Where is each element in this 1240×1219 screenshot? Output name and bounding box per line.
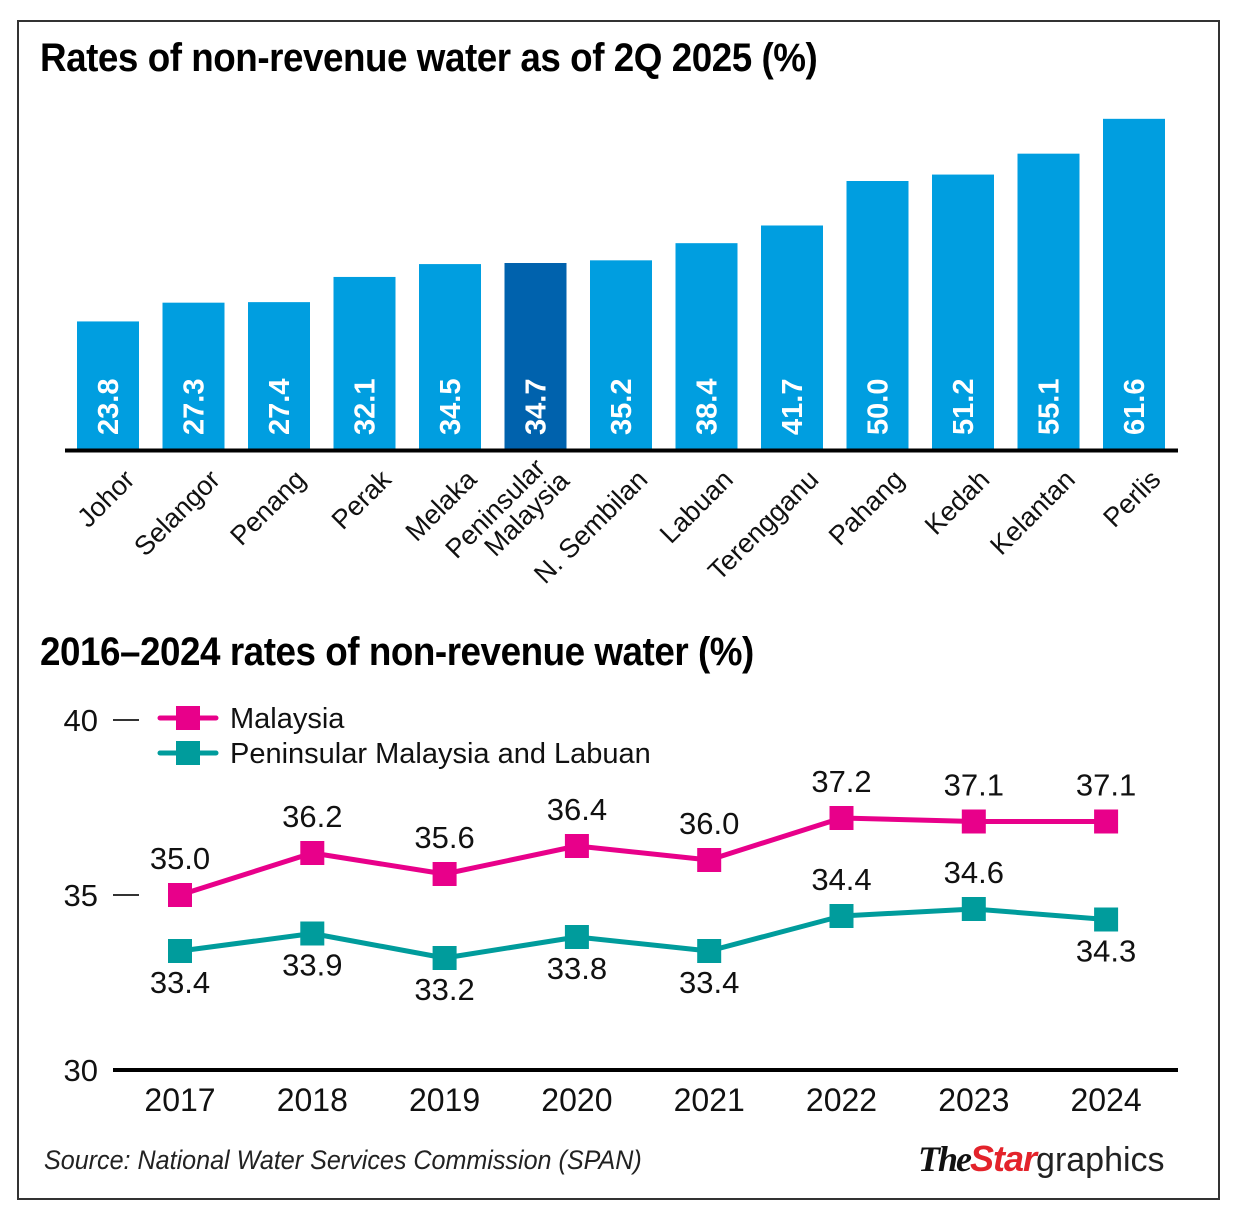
line-chart-title: 2016–2024 rates of non-revenue water (%) [40,630,754,674]
legend-label: Malaysia [230,703,345,735]
data-value-label: 33.8 [547,951,607,986]
data-point-marker [432,862,457,886]
x-tick-label: 2022 [806,1082,877,1118]
bar-labuan [675,243,738,449]
bar-terengganu [761,225,823,449]
bar-value-label: 23.8 [93,379,125,435]
data-point-marker [1094,809,1119,834]
bar-pahang [846,181,909,449]
data-point-marker [829,904,854,928]
bar-value-label: 55.1 [1034,379,1066,435]
data-point-marker [564,925,589,949]
x-tick-label: 2020 [541,1082,612,1118]
bar-value-label: 32.1 [350,379,382,435]
bar-value-label: 61.6 [1119,379,1151,435]
data-value-label: 37.1 [944,768,1004,803]
bar-penang [248,302,310,449]
logo-graphics: graphics [1036,1141,1165,1179]
data-point-marker [564,834,589,858]
data-point-marker [961,809,986,834]
bar-kedah [932,174,994,449]
series-line-malaysia [179,815,1107,898]
data-value-label: 33.4 [679,965,739,1000]
data-value-label: 35.6 [414,820,474,855]
data-point-marker [432,946,457,970]
bar-chart: 23.8Johor27.3Selangor27.4Penang32.1Perak… [65,118,1178,589]
bar-value-label: 34.7 [521,379,553,435]
x-tick-label: 2017 [144,1082,215,1118]
data-value-label: 37.1 [1076,768,1136,803]
bar-kelantan [1017,153,1080,449]
data-value-label: 36.2 [282,799,342,834]
data-point-marker [697,848,722,872]
data-point-marker [300,921,325,946]
series-line-peninsular [179,906,1107,961]
bar-selangor [162,302,225,449]
x-tick-label: 2023 [938,1082,1009,1118]
legend-marker [176,706,200,730]
data-point-marker [961,897,986,921]
x-tick-label: 2018 [277,1082,348,1118]
logo-the: The [918,1139,972,1179]
thestar-graphics-logo: TheStargraphics [918,1138,1165,1180]
legend-marker [176,741,200,765]
data-point-marker [1094,907,1119,932]
bar-johor [77,321,139,449]
logo-star: Star [970,1138,1037,1179]
bar-value-label: 34.5 [435,379,467,435]
y-tick-label: 30 [64,1053,98,1088]
data-value-label: 34.3 [1076,934,1136,969]
data-value-label: 34.4 [811,862,871,897]
data-value-label: 37.2 [811,764,871,799]
legend-label: Peninsular Malaysia and Labuan [230,738,651,770]
bar-perak [333,276,396,449]
data-point-marker [697,939,722,963]
data-value-label: 36.0 [679,806,739,841]
data-value-label: 33.4 [150,965,210,1000]
data-point-marker [168,939,192,963]
data-value-label: 35.0 [150,841,210,876]
x-tick-label: 2019 [409,1082,480,1118]
data-point-marker [829,806,854,830]
bar-value-label: 35.2 [606,379,638,435]
bar-peninsular-malaysia [504,263,567,449]
y-tick-label: 40 [64,703,98,738]
bar-value-label: 50.0 [863,379,895,435]
x-tick-label: 2021 [674,1082,745,1118]
bar-value-label: 38.4 [692,379,724,435]
bar-melaka [419,264,481,449]
bar-perlis [1103,118,1165,449]
source-note: Source: National Water Services Commissi… [44,1145,642,1175]
data-point-marker [168,883,192,907]
bar-n-sembilan [590,260,652,449]
x-tick-label: 2024 [1071,1082,1142,1118]
bar-value-label: 27.4 [264,379,296,435]
data-value-label: 36.4 [547,792,607,827]
data-value-label: 33.9 [282,948,342,983]
bar-chart-title: Rates of non-revenue water as of 2Q 2025… [40,36,818,80]
data-value-label: 33.2 [414,972,474,1007]
y-tick-label: 35 [64,878,98,913]
bar-value-label: 41.7 [777,379,809,435]
data-value-label: 34.6 [944,855,1004,890]
bar-value-label: 51.2 [948,379,980,435]
bar-value-label: 27.3 [179,379,211,435]
data-point-marker [300,841,325,865]
